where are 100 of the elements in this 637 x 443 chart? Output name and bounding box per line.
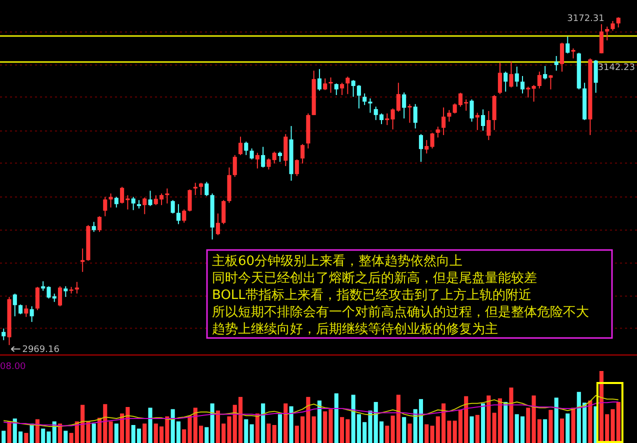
candlestick: [198, 182, 204, 196]
candlestick: [266, 158, 271, 170]
candlestick: [108, 192, 113, 208]
bar: [266, 424, 271, 443]
candlestick: [238, 136, 243, 156]
candlestick: [402, 92, 406, 119]
candlestick: [368, 98, 372, 114]
candlestick: [176, 204, 180, 225]
candlestick: [232, 154, 237, 178]
candlestick: [537, 71, 542, 89]
candlestick: [35, 286, 40, 311]
bar: [210, 403, 214, 443]
bar: [334, 393, 338, 443]
candlestick: [24, 304, 28, 318]
candlestick: [30, 306, 34, 322]
bar: [554, 398, 558, 443]
candlestick: [272, 151, 276, 164]
bar: [312, 416, 316, 443]
candlestick: [2, 328, 6, 341]
bar: [142, 424, 147, 443]
candlestick: [571, 48, 576, 59]
bar: [408, 424, 412, 443]
candlestick: [148, 190, 152, 207]
annotation: BOLL带指标上来看，指数已经攻击到了上方上轨的附近: [212, 287, 532, 303]
candlestick: [599, 24, 604, 54]
candlestick: [204, 181, 209, 197]
candlestick: [244, 141, 248, 156]
candlestick: [74, 281, 79, 294]
bar: [543, 419, 548, 443]
bar: [571, 408, 576, 443]
candlestick: [532, 84, 536, 102]
candlestick: [548, 74, 553, 90]
annotation: 所以短期不排除会有一个对前高点确认的过程，但是整体危险不大: [212, 304, 589, 320]
candlestick: [328, 76, 333, 94]
bar: [2, 430, 6, 443]
candlestick: [97, 216, 102, 232]
candlestick: [616, 16, 620, 28]
candlestick: [294, 158, 299, 177]
candlestick: [543, 66, 548, 80]
bar: [560, 418, 564, 443]
candlestick: [278, 151, 282, 162]
candlestick: [340, 82, 344, 96]
candlestick: [605, 26, 610, 41]
bar: [30, 424, 34, 443]
bar: [24, 432, 28, 443]
bar: [588, 400, 592, 443]
candlestick: [498, 62, 502, 95]
bar: [272, 425, 276, 443]
candlestick: [300, 144, 305, 164]
candlestick: [323, 78, 328, 91]
candlestick: [165, 188, 170, 204]
candlestick: [362, 92, 367, 106]
annotation: 3142.23: [598, 63, 635, 73]
candlestick: [18, 304, 23, 315]
bar: [7, 421, 12, 443]
candlestick: [594, 60, 598, 94]
candlestick: [58, 286, 62, 307]
bar: [317, 400, 322, 443]
candlestick: [346, 76, 350, 95]
candlestick: [408, 104, 412, 124]
candlestick: [385, 112, 390, 126]
bar: [114, 424, 118, 443]
bar: [475, 414, 480, 443]
candlestick: [526, 86, 530, 98]
bar: [509, 388, 514, 443]
candlestick: [92, 221, 96, 232]
candlestick: [436, 126, 440, 138]
candlestick: [504, 71, 508, 92]
candlestick: [80, 248, 85, 272]
candlestick: [566, 36, 570, 54]
candlestick: [442, 106, 446, 136]
candlestick: [554, 55, 558, 72]
candlestick: [610, 20, 615, 32]
bar: [470, 416, 474, 443]
annotation: 2969.16: [22, 345, 60, 356]
candlestick: [413, 104, 418, 129]
candlestick: [182, 208, 186, 224]
candlestick: [261, 146, 266, 168]
candlestick: [12, 293, 17, 317]
candlestick: [222, 200, 226, 225]
candlestick: [114, 196, 118, 208]
bar: [548, 410, 553, 443]
candlestick: [470, 98, 474, 122]
candlestick: [520, 76, 525, 94]
candlestick: [188, 188, 192, 212]
candlestick: [418, 134, 424, 162]
bar: [480, 403, 486, 443]
annotation: 主板60分钟级别上来看，整体趋势依然向上: [212, 253, 463, 269]
bar: [526, 408, 530, 443]
bar: [402, 417, 406, 443]
candlestick: [255, 152, 260, 169]
bar: [504, 402, 508, 443]
bar: [566, 413, 570, 443]
bar: [486, 395, 491, 443]
bar: [385, 426, 390, 443]
bar: [64, 430, 68, 443]
bar: [278, 414, 282, 443]
annotation: 08.00: [0, 362, 26, 372]
bar: [35, 419, 40, 443]
candlestick: [486, 110, 491, 141]
